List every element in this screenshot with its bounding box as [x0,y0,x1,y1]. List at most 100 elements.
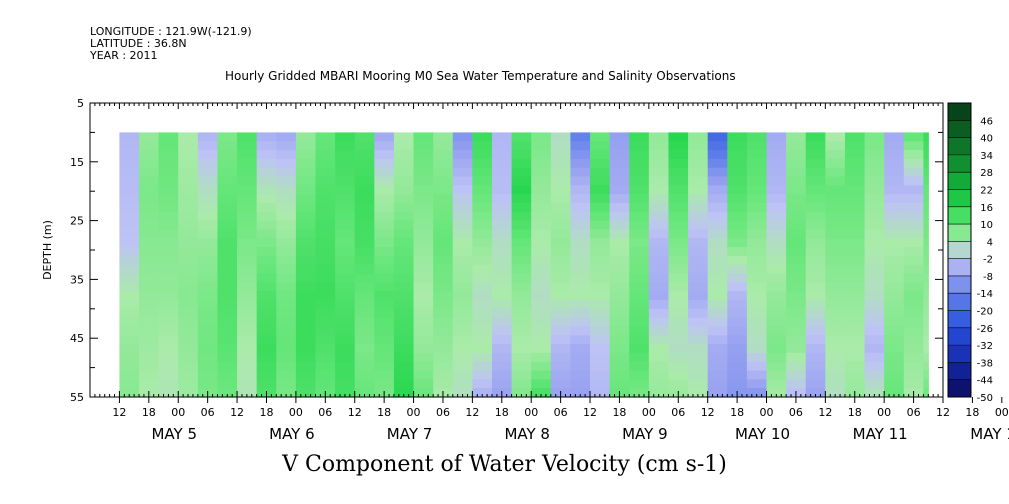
heatmap-cell [550,352,572,363]
heatmap-cell [903,379,924,389]
heatmap-cell [335,158,356,169]
heatmap-cell [805,211,826,222]
heatmap-cell [276,185,297,195]
heatmap-cell [472,273,493,283]
heatmap-cell [884,238,905,248]
heatmap-cell [295,344,317,354]
heatmap-cell [119,247,140,257]
heatmap-cell [688,247,709,257]
heatmap-cell [393,132,415,142]
heatmap-cell [590,238,611,248]
date-label: MAY 8 [504,425,550,443]
heatmap-cell [119,326,140,336]
heatmap-cell [237,273,258,283]
heatmap-cell [648,388,670,398]
heatmap-cell [413,211,434,222]
heatmap-cell [648,273,670,283]
heatmap-cell [276,317,297,328]
heatmap-cell [139,317,160,328]
heatmap-cell [433,176,454,186]
heatmap-cell [707,167,728,178]
heatmap-cell [491,370,513,380]
heatmap-cell [864,370,885,380]
heatmap-cell [570,202,591,213]
heatmap-cell [354,255,375,266]
heatmap-cell [570,379,591,389]
heatmap-cell [550,176,572,186]
heatmap-cell [237,167,258,178]
year-label: YEAR : 2011 [90,49,158,62]
heatmap-cell [139,211,160,222]
colorbar-swatch [948,293,971,311]
heatmap-cell [550,194,572,204]
heatmap-cell [707,370,728,380]
heatmap-cell [668,291,689,301]
heatmap-cell [511,238,532,248]
heatmap-cell [923,150,929,160]
heatmap-cell [295,158,317,169]
heatmap-cell [217,255,238,266]
heatmap-cell [237,370,258,380]
heatmap-cell [256,299,277,310]
heatmap-cell [276,299,297,310]
heatmap-cell [511,220,532,231]
heatmap-cell [295,185,317,195]
heatmap-cell [315,247,336,257]
heatmap-cell [903,308,924,319]
colorbar-tick-label: 16 [980,203,993,214]
heatmap-cell [629,220,650,231]
heatmap-cell [393,335,415,345]
heatmap-cell [393,150,415,160]
heatmap-cell [237,344,258,354]
heatmap-cell [825,379,846,389]
x-tick-label: 00 [877,406,891,419]
heatmap-cell [139,141,160,151]
heatmap-cell [178,150,199,160]
heatmap-cell [158,388,179,398]
heatmap-cell [335,352,356,363]
heatmap-cell [374,317,395,328]
heatmap-cell [550,273,572,283]
heatmap-cell [139,370,160,380]
heatmap-cell [746,370,768,380]
heatmap-cell [590,326,611,336]
heatmap-cell [217,264,238,275]
heatmap-cell [629,132,650,142]
heatmap-cell [707,194,728,204]
heatmap-cell [335,185,356,195]
heatmap-cell [786,211,807,222]
heatmap-cell [452,194,473,204]
heatmap-cell [766,176,787,186]
heatmap-cell [158,255,179,266]
heatmap-cell [825,255,846,266]
heatmap-cell [668,238,689,248]
heatmap-cell [354,211,375,222]
heatmap-cell [374,282,395,292]
heatmap-cell [648,176,670,186]
heatmap-cell [590,255,611,266]
heatmap-cell [707,308,728,319]
x-tick-label: 18 [377,406,391,419]
heatmap-cell [844,255,866,266]
heatmap-cell [237,176,258,186]
heatmap-cell [335,379,356,389]
colorbar-tick-label: -38 [977,358,993,369]
heatmap-cell [237,185,258,195]
heatmap-cell [786,167,807,178]
heatmap-cell [844,238,866,248]
heatmap-cell [903,211,924,222]
heatmap-cell [452,176,473,186]
heatmap-cell [609,264,630,275]
heatmap-cell [472,229,493,239]
heatmap-cell [570,158,591,169]
heatmap-cell [590,150,611,160]
heatmap-cell [746,141,768,151]
heatmap-cell [923,132,929,142]
heatmap-cell [472,141,493,151]
heatmap-cell [531,255,552,266]
heatmap-cell [433,167,454,178]
heatmap-cell [139,344,160,354]
heatmap-cell [276,326,297,336]
heatmap-cell [668,167,689,178]
heatmap-cell [256,370,277,380]
